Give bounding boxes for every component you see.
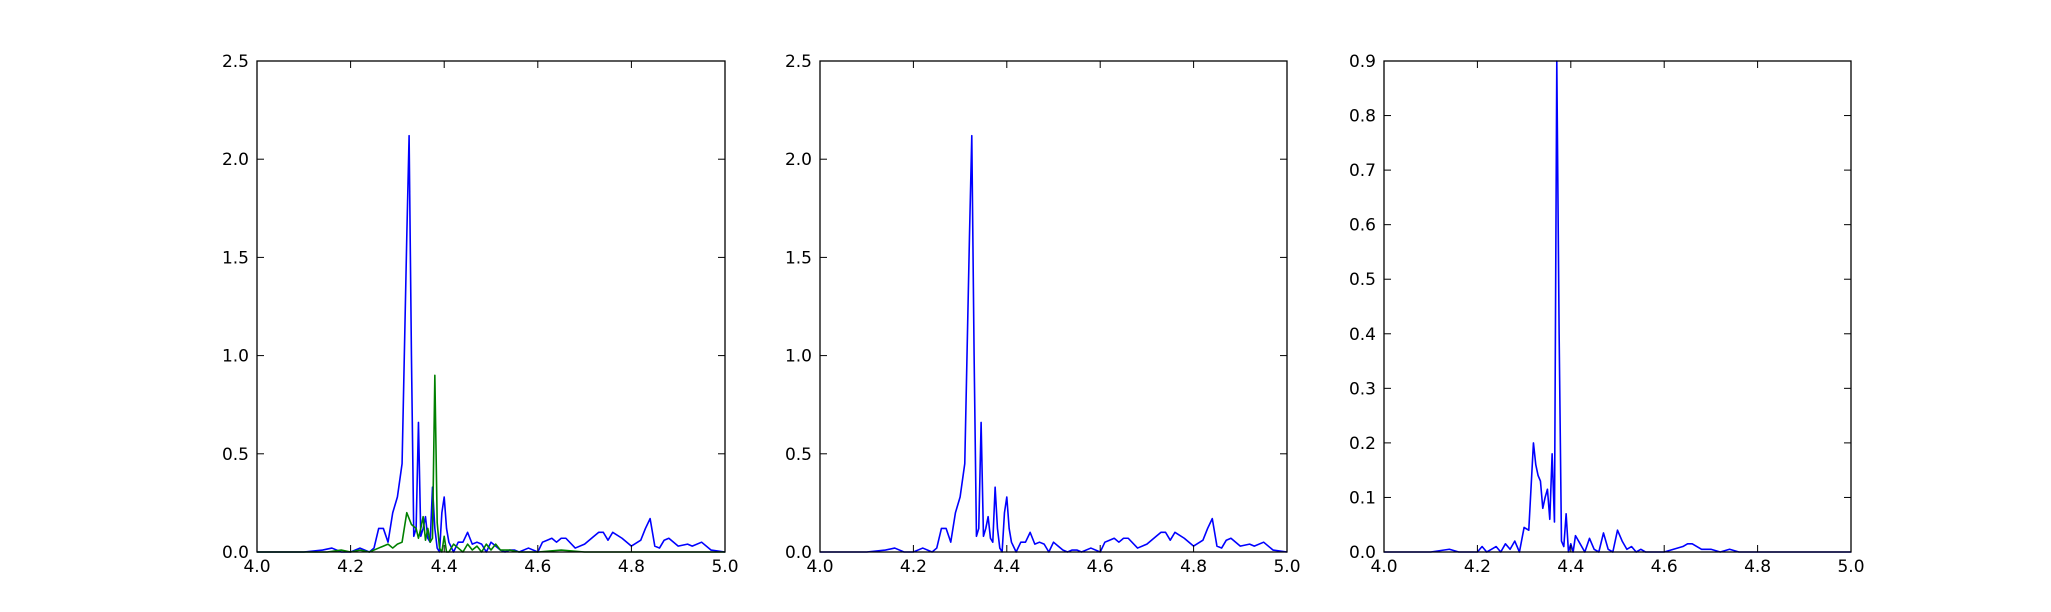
axes-frame (1383, 60, 1852, 553)
x-tick-label: 4.6 (524, 557, 551, 577)
y-tick-label: 0.0 (1349, 543, 1376, 563)
x-tick-label: 4.2 (1464, 557, 1491, 577)
y-tick-label: 2.5 (222, 52, 249, 72)
x-tick-label: 4.6 (1651, 557, 1678, 577)
y-tick-label: 0.0 (222, 543, 249, 563)
x-tick-label: 5.0 (1837, 557, 1864, 577)
y-tick-label: 0.0 (785, 543, 812, 563)
x-tick-label: 4.8 (618, 557, 645, 577)
series-line-1 (820, 134, 1288, 553)
x-tick-label: 4.0 (243, 557, 270, 577)
series-line-1 (257, 134, 726, 553)
y-tick-label: 0.7 (1349, 161, 1376, 181)
x-tick-label: 5.0 (711, 557, 738, 577)
y-tick-label: 1.0 (222, 347, 249, 367)
y-tick-label: 0.5 (222, 445, 249, 465)
chart-panel-3: 4.0 4.2 4.4 4.6 4.8 5.0 0.0 0.1 0.2 0.3 0.4 0.5 0.6 0… (1349, 52, 1865, 577)
y-tick-label: 0.8 (1349, 107, 1376, 127)
chart-panel-1: 4.0 4.2 4.4 4.6 4.8 5.0 0.0 0.5 1.0 1.5 2.0 2.5 (222, 52, 739, 577)
y-tick-label: 2.0 (785, 150, 812, 170)
x-tick-label: 4.4 (431, 557, 458, 577)
y-tick-label: 1.5 (222, 248, 249, 268)
y-tick-label: 0.2 (1349, 434, 1376, 454)
x-tick-label: 4.4 (1557, 557, 1584, 577)
x-tick-label: 4.8 (1744, 557, 1771, 577)
y-tick-label: 2.0 (222, 150, 249, 170)
axes-frame (819, 60, 1288, 553)
y-tick-label: 0.5 (785, 445, 812, 465)
y-tick-label: 1.0 (785, 347, 812, 367)
x-tick-label: 4.2 (337, 557, 364, 577)
y-tick-label: 0.4 (1349, 325, 1376, 345)
y-tick-label: 0.3 (1349, 379, 1376, 399)
axes-frame (256, 60, 726, 553)
y-tick-label: 1.5 (785, 248, 812, 268)
x-tick-label: 4.4 (993, 557, 1020, 577)
x-tick-label: 4.6 (1087, 557, 1114, 577)
x-tick-label: 4.2 (900, 557, 927, 577)
x-tick-label: 5.0 (1273, 557, 1300, 577)
y-tick-label: 0.1 (1349, 488, 1376, 508)
x-tick-label: 4.0 (1370, 557, 1397, 577)
y-tick-label: 0.9 (1349, 52, 1376, 72)
x-tick-label: 4.0 (806, 557, 833, 577)
x-tick-label: 4.8 (1180, 557, 1207, 577)
y-tick-label: 2.5 (785, 52, 812, 72)
y-tick-label: 0.6 (1349, 216, 1376, 236)
series-line-2 (257, 374, 725, 553)
chart-panel-2: 4.0 4.2 4.4 4.6 4.8 5.0 0.0 0.5 1.0 1.5 2.0 2.5 (785, 52, 1301, 577)
y-tick-label: 0.5 (1349, 270, 1376, 290)
series-line-1 (1384, 60, 1851, 553)
